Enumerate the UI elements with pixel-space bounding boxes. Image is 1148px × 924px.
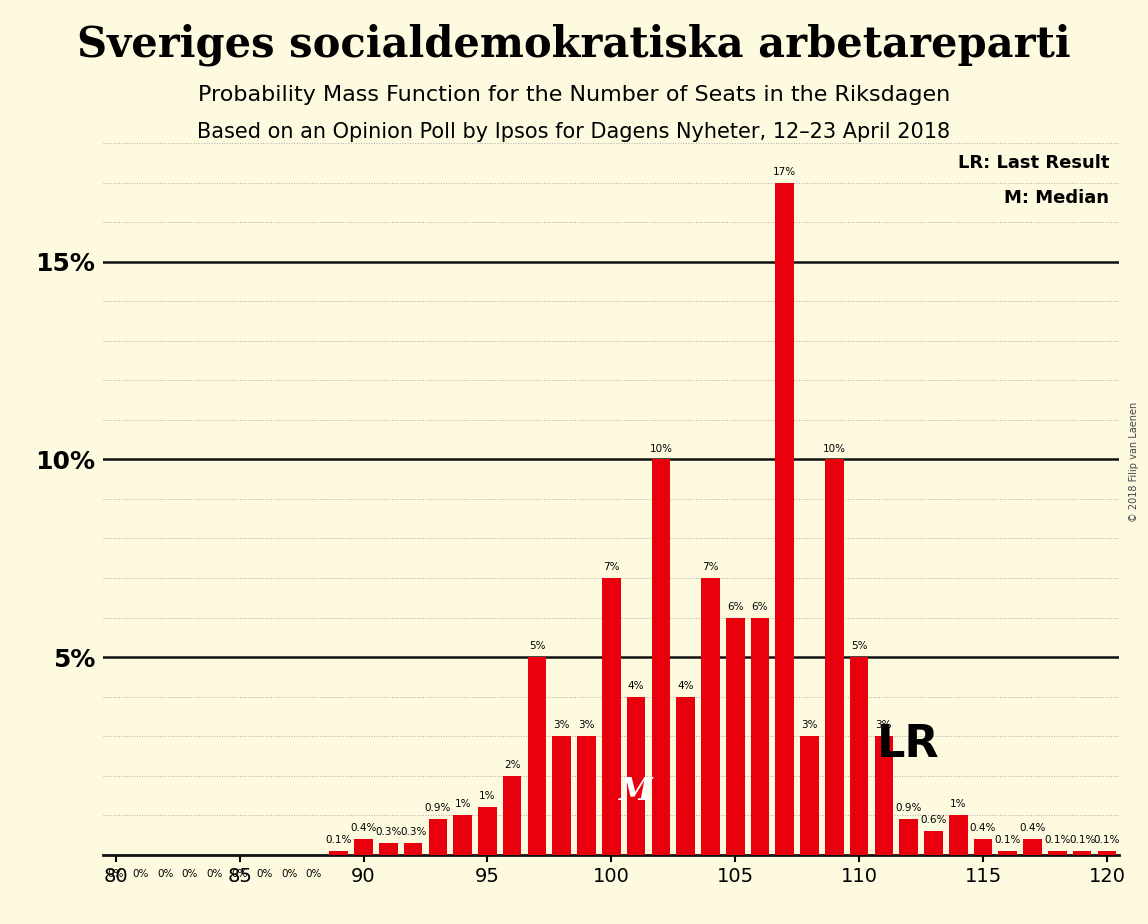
Text: 17%: 17% — [774, 167, 797, 176]
Text: 10%: 10% — [650, 444, 673, 454]
Text: 3%: 3% — [553, 720, 571, 730]
Bar — [652, 459, 670, 855]
Text: 0%: 0% — [108, 869, 124, 879]
Text: 0.1%: 0.1% — [1069, 834, 1095, 845]
Bar — [924, 831, 943, 855]
Text: 0%: 0% — [281, 869, 297, 879]
Bar — [528, 657, 546, 855]
Text: 0%: 0% — [232, 869, 248, 879]
Bar — [478, 808, 497, 855]
Bar — [1073, 851, 1092, 855]
Text: 0.9%: 0.9% — [425, 803, 451, 813]
Text: 2%: 2% — [504, 760, 520, 770]
Text: 0.4%: 0.4% — [970, 823, 996, 833]
Text: 1%: 1% — [951, 799, 967, 809]
Bar — [751, 617, 769, 855]
Text: LR: Last Result: LR: Last Result — [957, 154, 1109, 172]
Text: 3%: 3% — [579, 720, 595, 730]
Bar — [355, 839, 373, 855]
Text: 0%: 0% — [157, 869, 173, 879]
Bar — [552, 736, 571, 855]
Bar — [825, 459, 844, 855]
Bar — [627, 697, 645, 855]
Bar — [453, 815, 472, 855]
Text: 1%: 1% — [479, 791, 496, 801]
Bar — [404, 843, 422, 855]
Bar — [1023, 839, 1042, 855]
Text: 0%: 0% — [305, 869, 323, 879]
Text: M: Median: M: Median — [1004, 189, 1109, 208]
Bar — [776, 183, 794, 855]
Text: 0.4%: 0.4% — [350, 823, 377, 833]
Text: Based on an Opinion Poll by Ipsos for Dagens Nyheter, 12–23 April 2018: Based on an Opinion Poll by Ipsos for Da… — [197, 122, 951, 142]
Bar — [329, 851, 348, 855]
Text: 3%: 3% — [876, 720, 892, 730]
Text: 0.1%: 0.1% — [1094, 834, 1120, 845]
Bar — [899, 820, 918, 855]
Text: 6%: 6% — [727, 602, 744, 612]
Text: 4%: 4% — [628, 681, 644, 690]
Bar — [949, 815, 968, 855]
Bar — [726, 617, 745, 855]
Bar — [1097, 851, 1116, 855]
Text: 7%: 7% — [703, 562, 719, 572]
Text: 0%: 0% — [132, 869, 149, 879]
Text: 0.3%: 0.3% — [400, 827, 426, 837]
Text: Probability Mass Function for the Number of Seats in the Riksdagen: Probability Mass Function for the Number… — [197, 85, 951, 105]
Bar — [577, 736, 596, 855]
Bar — [602, 578, 621, 855]
Text: 0.3%: 0.3% — [375, 827, 402, 837]
Text: 5%: 5% — [529, 641, 545, 651]
Bar — [850, 657, 868, 855]
Bar — [428, 820, 447, 855]
Bar — [800, 736, 819, 855]
Text: 0.4%: 0.4% — [1019, 823, 1046, 833]
Bar — [676, 697, 695, 855]
Bar — [999, 851, 1017, 855]
Bar — [875, 736, 893, 855]
Text: © 2018 Filip van Laenen: © 2018 Filip van Laenen — [1130, 402, 1139, 522]
Text: Sveriges socialdemokratiska arbetareparti: Sveriges socialdemokratiska arbetarepart… — [77, 23, 1071, 66]
Text: 0%: 0% — [256, 869, 272, 879]
Text: 0.9%: 0.9% — [895, 803, 922, 813]
Text: M: M — [619, 776, 653, 807]
Text: 6%: 6% — [752, 602, 768, 612]
Text: 1%: 1% — [455, 799, 471, 809]
Bar — [503, 775, 521, 855]
Text: 0%: 0% — [181, 869, 199, 879]
Text: 7%: 7% — [603, 562, 620, 572]
Text: 0.1%: 0.1% — [994, 834, 1021, 845]
Text: 0.1%: 0.1% — [1045, 834, 1071, 845]
Bar — [974, 839, 992, 855]
Text: 3%: 3% — [801, 720, 817, 730]
Text: 0%: 0% — [207, 869, 223, 879]
Text: LR: LR — [877, 723, 940, 765]
Text: 0.6%: 0.6% — [921, 815, 947, 825]
Bar — [1048, 851, 1066, 855]
Bar — [701, 578, 720, 855]
Text: 0.1%: 0.1% — [326, 834, 352, 845]
Text: 5%: 5% — [851, 641, 868, 651]
Bar — [379, 843, 397, 855]
Text: 4%: 4% — [677, 681, 693, 690]
Text: 10%: 10% — [823, 444, 846, 454]
